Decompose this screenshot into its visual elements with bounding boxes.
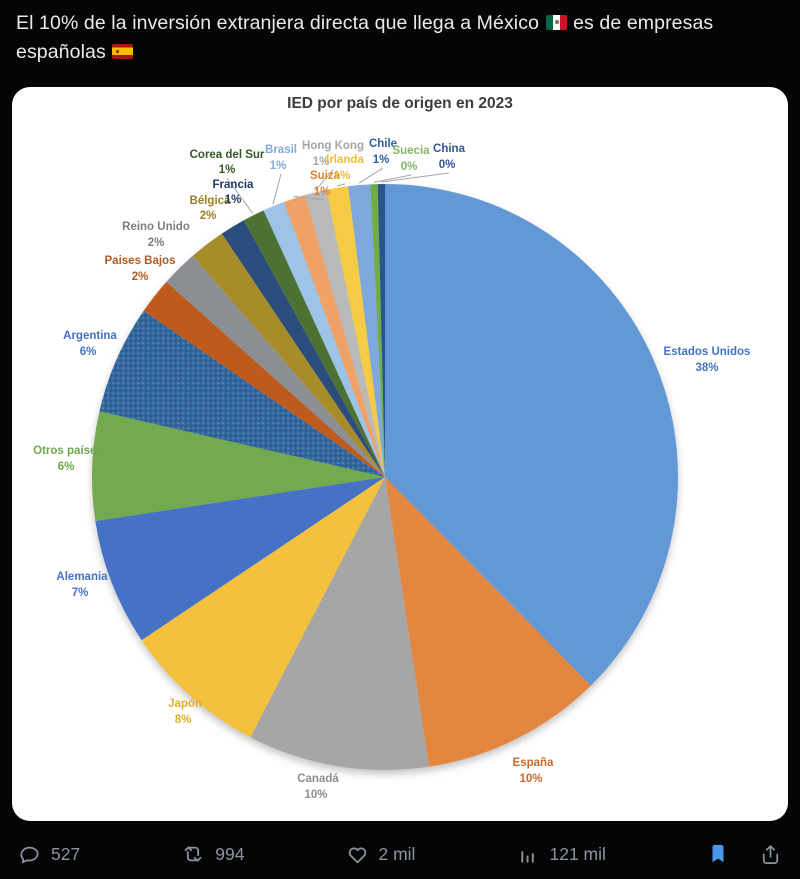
slice-name-b-lgica: Bélgica <box>190 195 232 207</box>
slice-name-china: China <box>433 143 466 155</box>
slice-pct-corea-del-sur: 1% <box>219 164 236 176</box>
reply-icon <box>20 846 39 863</box>
reply-button[interactable]: 527 <box>18 843 80 866</box>
slice-pct-reino-unido: 2% <box>148 237 165 249</box>
pie-slice-chile <box>348 184 385 477</box>
leader-line-corea-del-sur <box>226 177 254 214</box>
pie-slice-b-lgica <box>192 233 385 477</box>
pie-slice-hong-kong <box>305 189 385 477</box>
tweet-text-part2: es de empresas españolas <box>16 12 714 63</box>
slice-pct-brasil: 1% <box>270 160 287 172</box>
slice-name-suiza: Suiza <box>310 170 341 182</box>
pie-slice-canad- <box>250 477 430 770</box>
tweet-text-part1: El 10% de la inversión extranjera direct… <box>16 12 540 34</box>
mexico-flag-icon <box>545 15 567 30</box>
pie-chart: Estados Unidos 38% España 10% Canadá 10% Japón… <box>33 138 751 801</box>
views-count: 121 mil <box>549 843 606 864</box>
leader-line-brasil <box>272 173 282 205</box>
slice-pct-suecia: 0% <box>401 161 418 173</box>
bookmark-icon <box>712 844 724 863</box>
retweet-count: 994 <box>215 843 245 864</box>
slice-name-suecia: Suecia <box>392 145 430 157</box>
slice-pct-hong-kong: 1% <box>313 156 330 168</box>
slice-name-paises-bajos: Paises Bajos <box>105 255 176 267</box>
slice-name-alemania: Alemania <box>56 571 108 583</box>
pie-slice-corea-del-sur <box>243 210 385 477</box>
retweet-button[interactable]: 994 <box>181 842 244 866</box>
slice-name-brasil: Brasil <box>265 144 297 156</box>
slice-pct-estados-unidos: 38% <box>695 362 718 374</box>
slice-name-reino-unido: Reino Unido <box>122 221 190 233</box>
leader-line-suiza <box>293 195 326 201</box>
pie-slice-estados-unidos <box>385 184 679 686</box>
pie-slice-francia <box>221 220 385 478</box>
like-button[interactable]: 2 mil <box>346 843 416 866</box>
leader-line-irlanda <box>336 183 346 187</box>
slice-pct-suiza: 1% <box>314 186 331 198</box>
slice-pct-b-lgica: 2% <box>200 210 217 222</box>
slice-name-hong-kong: Hong Kong <box>302 140 364 152</box>
retweet-icon <box>184 846 202 862</box>
slice-pct-argentina: 6% <box>80 346 97 358</box>
slice-name-espa-a: España <box>513 757 555 769</box>
leader-line-chile <box>358 167 384 184</box>
pie-slice-reino-unido <box>166 256 385 477</box>
pie-slice-alemania <box>95 477 385 641</box>
slice-name-francia: Francia <box>213 179 255 191</box>
slice-name-estados-unidos: Estados Unidos <box>664 346 751 358</box>
slice-pct-espa-a: 10% <box>519 773 542 785</box>
pie-slice-argentina <box>99 310 386 477</box>
tweet-text: El 10% de la inversión extranjera direct… <box>0 0 800 67</box>
slice-pct-alemania: 7% <box>72 587 89 599</box>
views-button[interactable]: 121 mil <box>517 843 606 866</box>
slice-name-otros-pa-ses: Otros países <box>33 445 103 457</box>
pie-slice-otros-pa-ses <box>92 411 386 522</box>
spain-flag-icon <box>112 44 134 59</box>
slice-pct-canad-: 10% <box>304 789 327 801</box>
slice-pct-chile: 1% <box>373 154 390 166</box>
heart-icon <box>348 847 366 863</box>
pie-slice-brasil <box>263 201 385 477</box>
pie-slice-jap-n <box>141 477 385 738</box>
slice-name-chile: Chile <box>369 138 397 150</box>
pie-slice-china <box>377 183 385 477</box>
pie-slice-espa-a <box>385 477 591 767</box>
like-count: 2 mil <box>378 843 416 864</box>
leader-line-hong-kong <box>314 169 334 191</box>
slice-pct-paises-bajos: 2% <box>132 271 149 283</box>
tweet-media-chart[interactable]: IED por país de origen en 2023 Estados U… <box>12 87 788 821</box>
slice-pct-jap-n: 8% <box>175 714 192 726</box>
slice-name-argentina: Argentina <box>63 330 117 342</box>
slice-pct-otros-pa-ses: 6% <box>58 461 75 473</box>
slice-pct-irlanda: 1% <box>334 170 351 182</box>
share-icon <box>762 844 779 864</box>
tweet-action-bar: 527 994 2 mil 121 mil <box>0 832 800 876</box>
bookmark-button[interactable] <box>707 843 729 865</box>
slice-name-irlanda: Irlanda <box>326 154 364 166</box>
pie-slice-paises-bajos <box>143 281 385 477</box>
slice-name-jap-n: Japón <box>168 698 202 710</box>
leader-line-china <box>381 172 450 183</box>
leader-line-suecia <box>373 174 412 183</box>
share-button[interactable] <box>759 843 782 866</box>
analytics-icon <box>520 850 534 863</box>
slice-pct-china: 0% <box>439 159 456 171</box>
slice-name-canad-: Canadá <box>297 773 339 785</box>
slice-pct-francia: 1% <box>225 194 242 206</box>
pie-slice-suecia <box>370 184 385 477</box>
chart-title: IED por país de origen en 2023 <box>287 95 513 112</box>
slice-name-corea-del-sur: Corea del Sur <box>190 149 265 161</box>
pie-slice-irlanda <box>326 186 385 477</box>
pie-slice-suiza <box>284 195 385 477</box>
reply-count: 527 <box>51 843 81 864</box>
